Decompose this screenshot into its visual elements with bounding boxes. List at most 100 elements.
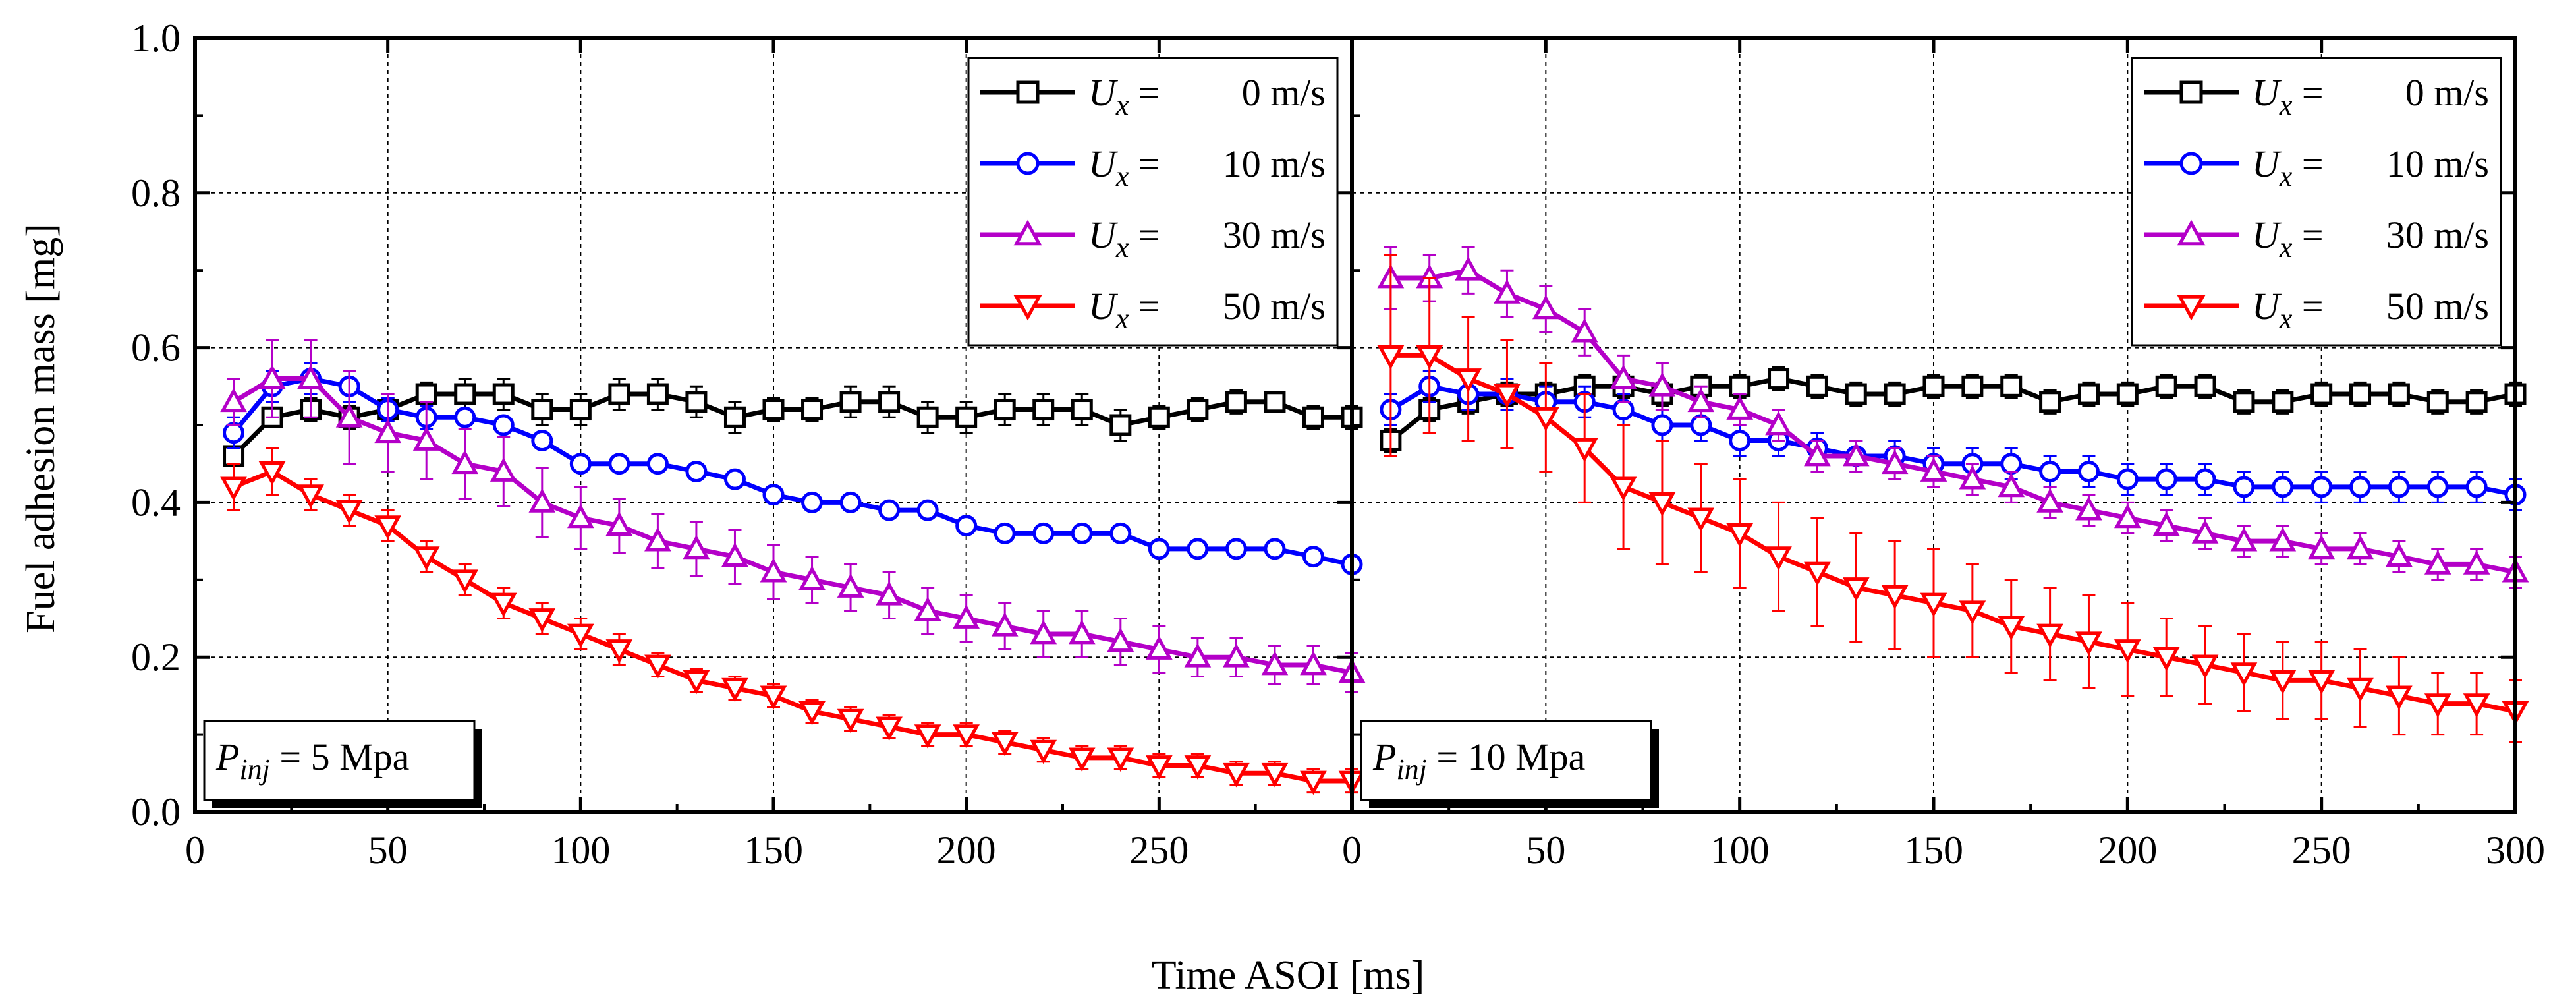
data-point — [1648, 492, 1676, 517]
series-2-panel-2 — [1380, 370, 2527, 511]
x-tick-label: 0 — [1342, 828, 1362, 872]
data-point — [451, 569, 479, 594]
data-point — [685, 391, 708, 413]
data-point — [567, 504, 594, 529]
data-point — [1030, 619, 1057, 645]
legend-marker — [2179, 152, 2203, 175]
data-point — [2039, 391, 2061, 413]
legend-label: Ux = 50 m/sUx = 50 m/s — [2252, 285, 2489, 335]
data-point — [2426, 391, 2449, 413]
x-tick-label: 0 — [185, 828, 205, 872]
legend-panel-2: Ux = 0 m/sUx = 0 m/s Ux = 10 m/sUx = 10 m… — [2131, 57, 2502, 347]
data-point — [605, 639, 633, 664]
data-point — [646, 383, 669, 405]
data-point — [1765, 546, 1792, 571]
y-axis-title: Fuel adhesion mass [mg] — [18, 223, 63, 633]
x-tick-label: 100 — [551, 828, 610, 872]
series-1-panel-1 — [223, 378, 1363, 467]
data-point — [2269, 527, 2297, 552]
data-point — [1648, 372, 1676, 397]
data-point — [955, 406, 978, 428]
data-point — [878, 499, 901, 521]
legend-panel-1: Ux = 0 m/sUx = 0 m/s Ux = 10 m/sUx = 10 m… — [967, 57, 1339, 347]
data-point — [451, 449, 479, 475]
data-point — [454, 383, 476, 405]
data-point — [1612, 399, 1635, 421]
legend-label: Ux = 50 m/sUx = 50 m/s — [1088, 285, 1326, 335]
data-point — [2116, 468, 2139, 490]
data-point — [1532, 407, 1559, 432]
data-point — [528, 488, 556, 513]
data-point — [760, 685, 787, 710]
data-point — [991, 612, 1019, 637]
data-point — [2114, 504, 2141, 529]
data-point — [2349, 476, 2372, 498]
data-point — [991, 732, 1019, 757]
data-point — [567, 623, 594, 648]
data-point — [569, 399, 592, 421]
data-point — [1922, 375, 1945, 397]
data-point — [2191, 519, 2219, 544]
data-point — [412, 546, 440, 571]
series-line — [1389, 376, 2516, 443]
data-point — [335, 500, 363, 525]
data-point — [1571, 318, 1598, 343]
legend-marker — [1013, 219, 1042, 246]
data-point — [685, 460, 708, 482]
data-point — [1729, 429, 1751, 451]
data-point — [1765, 411, 1792, 436]
data-point — [1145, 635, 1173, 660]
data-point — [412, 426, 440, 451]
data-point — [1881, 449, 1909, 475]
data-point — [2155, 375, 2177, 397]
data-point — [839, 491, 862, 513]
data-point — [1726, 395, 1754, 420]
data-point — [1264, 391, 1286, 413]
grid-layer — [195, 38, 2515, 812]
data-point — [2424, 693, 2451, 718]
data-point — [2465, 391, 2488, 413]
annotation-layer: Pinj = 5 Mpa Pinj = 10 Mpa — [203, 720, 1659, 808]
data-point — [374, 418, 402, 444]
data-point — [1726, 523, 1754, 548]
x-axis-title: Time ASOI [ms] — [1152, 953, 1425, 998]
legend-label: Ux = 0 m/sUx = 0 m/s — [2252, 71, 2489, 121]
x-tick-label: 200 — [2098, 828, 2157, 872]
data-point — [1068, 619, 1096, 645]
data-point — [2077, 460, 2100, 482]
data-point — [2191, 654, 2219, 679]
data-point — [1223, 643, 1250, 668]
data-point — [2424, 550, 2451, 575]
annotation-box — [1360, 720, 1652, 801]
data-point — [1455, 368, 1482, 393]
data-point — [1455, 256, 1482, 281]
data-point — [683, 670, 710, 695]
data-point — [1494, 279, 1521, 304]
data-point — [994, 522, 1016, 544]
pressure-annotation-panel-1: Pinj = 5 Mpa — [203, 720, 482, 808]
data-point — [1261, 650, 1289, 676]
data-point — [1804, 442, 1831, 467]
series-line — [232, 376, 1353, 676]
data-point — [1532, 295, 1559, 320]
data-point — [2347, 677, 2374, 703]
data-point — [2463, 693, 2490, 718]
data-point — [2036, 488, 2063, 513]
data-point — [723, 468, 746, 490]
data-point — [1961, 375, 1984, 397]
data-point — [1881, 585, 1909, 610]
data-point — [531, 399, 553, 421]
data-point — [2075, 631, 2102, 656]
series-line — [1389, 384, 2516, 498]
x-tick-label: 250 — [1129, 828, 1189, 872]
data-point — [1651, 414, 1673, 436]
data-point — [492, 383, 515, 405]
data-point — [2230, 662, 2258, 687]
data-point — [1377, 345, 1405, 370]
data-point — [994, 399, 1016, 421]
x-tick-label: 150 — [1904, 828, 1963, 872]
data-point — [1148, 406, 1170, 428]
legend-marker — [1016, 152, 1040, 175]
data-point — [914, 724, 941, 749]
data-point — [608, 383, 630, 405]
